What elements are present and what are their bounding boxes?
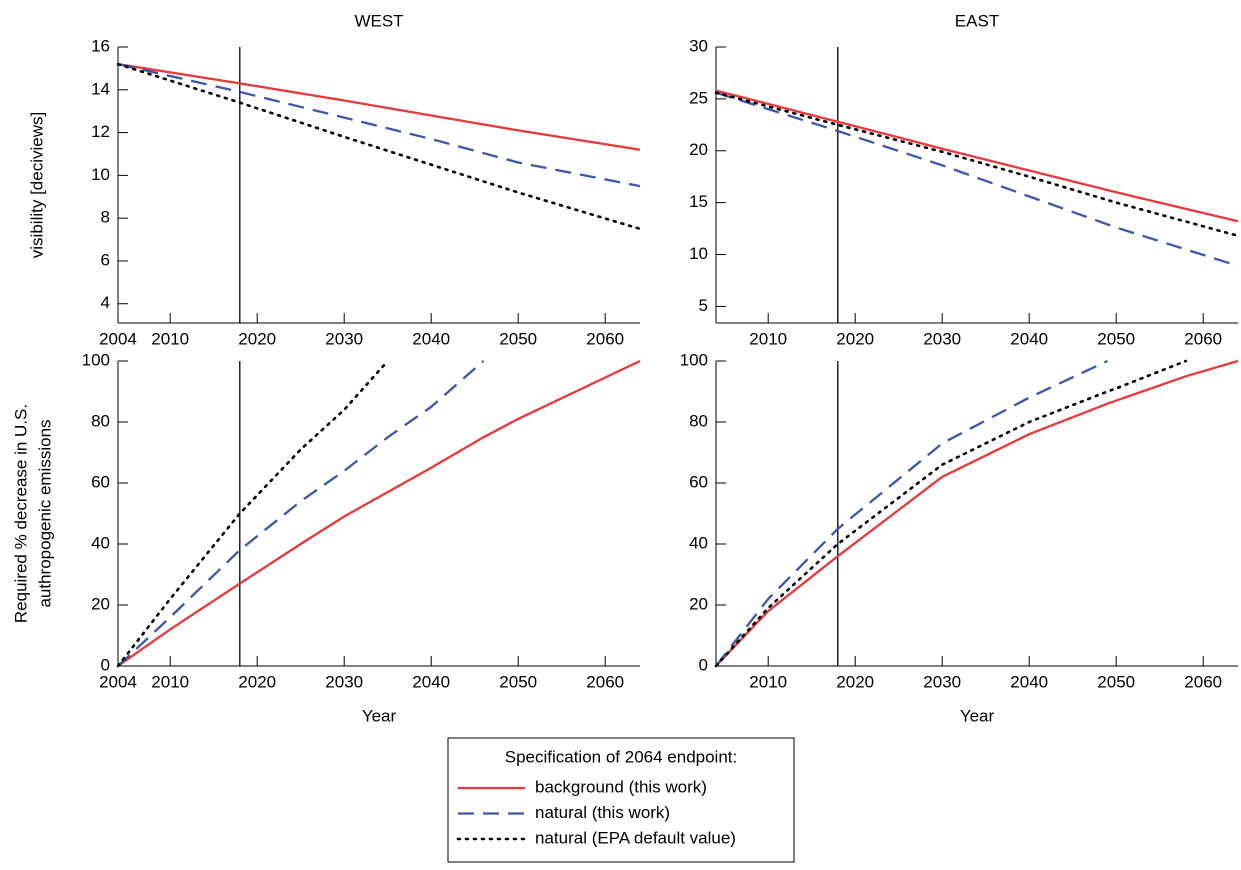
y-tick-label: 20 [689, 594, 708, 613]
legend-box [447, 737, 795, 863]
y-tick-label: 60 [689, 472, 708, 491]
y-tick-label: 15 [689, 192, 708, 211]
y-tick-label: 6 [101, 250, 110, 269]
legend-label: natural (this work) [535, 803, 670, 822]
y-tick-label: 100 [680, 350, 708, 369]
x-tick-label: 2004 [99, 672, 137, 691]
x-tick-label: 2030 [923, 329, 961, 348]
y-tick-label: 60 [91, 472, 110, 491]
x-tick-label: 2020 [238, 329, 276, 348]
series-line [715, 359, 1108, 667]
y-tick-label: 25 [689, 88, 708, 107]
series-line [116, 359, 389, 668]
x-tick-label: 2060 [586, 672, 624, 691]
x-tick-label: 2050 [499, 329, 537, 348]
y-tick-label: 16 [91, 36, 110, 55]
y-tick-label: 4 [101, 293, 110, 312]
legend-label: natural (EPA default value) [535, 828, 736, 847]
x-axis-label: Year [362, 706, 397, 725]
x-tick-label: 2040 [412, 672, 450, 691]
x-tick-label: 2040 [1010, 329, 1048, 348]
y-tick-label: 8 [101, 208, 110, 227]
y-tick-label: 80 [689, 411, 708, 430]
y-tick-label: 100 [82, 350, 110, 369]
x-tick-label: 2004 [99, 329, 137, 348]
x-tick-label: 2060 [1184, 672, 1222, 691]
x-tick-label: 2010 [151, 672, 189, 691]
y-tick-label: 40 [689, 533, 708, 552]
x-tick-label: 2040 [1010, 672, 1048, 691]
x-tick-label: 2050 [1097, 672, 1135, 691]
x-tick-label: 2030 [923, 672, 961, 691]
series-line [117, 360, 485, 667]
series-line [714, 91, 1240, 238]
series-line [715, 359, 1239, 667]
series-line [117, 359, 641, 667]
series-line [715, 89, 1239, 223]
x-tick-label: 2010 [151, 329, 189, 348]
y-tick-label: 20 [91, 594, 110, 613]
x-axis-label: Year [960, 706, 995, 725]
y-tick-label: 14 [91, 79, 110, 98]
y-tick-label: 30 [689, 36, 708, 55]
panel-title: EAST [955, 11, 999, 30]
series-line [714, 359, 1188, 668]
x-tick-label: 2040 [412, 329, 450, 348]
y-tick-label: 40 [91, 533, 110, 552]
series-line [117, 62, 641, 151]
y-tick-label: 80 [91, 411, 110, 430]
x-tick-label: 2020 [836, 329, 874, 348]
y-axis-label: Required % decrease in U.S. [11, 404, 30, 623]
x-tick-label: 2010 [749, 329, 787, 348]
y-tick-label: 10 [91, 165, 110, 184]
x-tick-label: 2060 [1184, 329, 1222, 348]
legend-label: background (this work) [535, 777, 707, 796]
x-tick-label: 2020 [836, 672, 874, 691]
x-tick-label: 2030 [325, 329, 363, 348]
y-tick-label: 0 [699, 655, 708, 674]
x-tick-label: 2050 [1097, 329, 1135, 348]
x-tick-label: 2010 [749, 672, 787, 691]
x-tick-label: 2050 [499, 672, 537, 691]
series-line [715, 91, 1239, 267]
series-line [116, 62, 642, 231]
y-tick-label: 0 [101, 655, 110, 674]
series-line [117, 62, 641, 188]
y-axis-label: authropogenic emissions [35, 419, 54, 607]
y-tick-label: 20 [689, 140, 708, 159]
y-tick-label: 10 [689, 244, 708, 263]
x-tick-label: 2020 [238, 672, 276, 691]
y-tick-label: 5 [699, 296, 708, 315]
x-tick-label: 2030 [325, 672, 363, 691]
x-tick-label: 2060 [586, 329, 624, 348]
y-axis-label: visibility [deciviews] [27, 112, 46, 258]
legend-title: Specification of 2064 endpoint: [505, 747, 738, 766]
y-tick-label: 12 [91, 122, 110, 141]
panel-title: WEST [354, 11, 403, 30]
